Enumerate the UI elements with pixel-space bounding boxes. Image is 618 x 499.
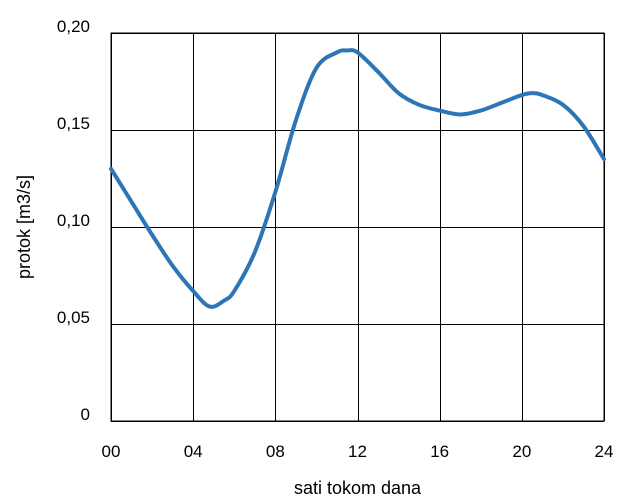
plot-area-frame [110, 32, 605, 422]
series-line [109, 48, 606, 309]
x-tick-label: 16 [430, 442, 449, 461]
x-tick-labels: 00 04 08 12 16 20 24 [102, 442, 614, 461]
y-tick-label: 0 [81, 405, 90, 424]
x-axis-title: sati tokom dana [294, 478, 422, 498]
series-layer [109, 48, 606, 309]
x-tick-label: 24 [595, 442, 614, 461]
y-axis-title: protok [m3/s] [14, 175, 34, 279]
x-tick-label: 20 [512, 442, 531, 461]
x-tick-label: 04 [184, 442, 203, 461]
x-tick-label: 08 [266, 442, 285, 461]
y-tick-label: 0,15 [57, 114, 90, 133]
y-tick-label: 0,05 [57, 308, 90, 327]
x-tick-label: 00 [102, 442, 121, 461]
x-tick-label: 12 [348, 442, 367, 461]
y-tick-label: 0,20 [57, 17, 90, 36]
y-tick-label: 0,10 [57, 211, 90, 230]
y-tick-labels: 0 0,05 0,10 0,15 0,20 [57, 17, 90, 424]
